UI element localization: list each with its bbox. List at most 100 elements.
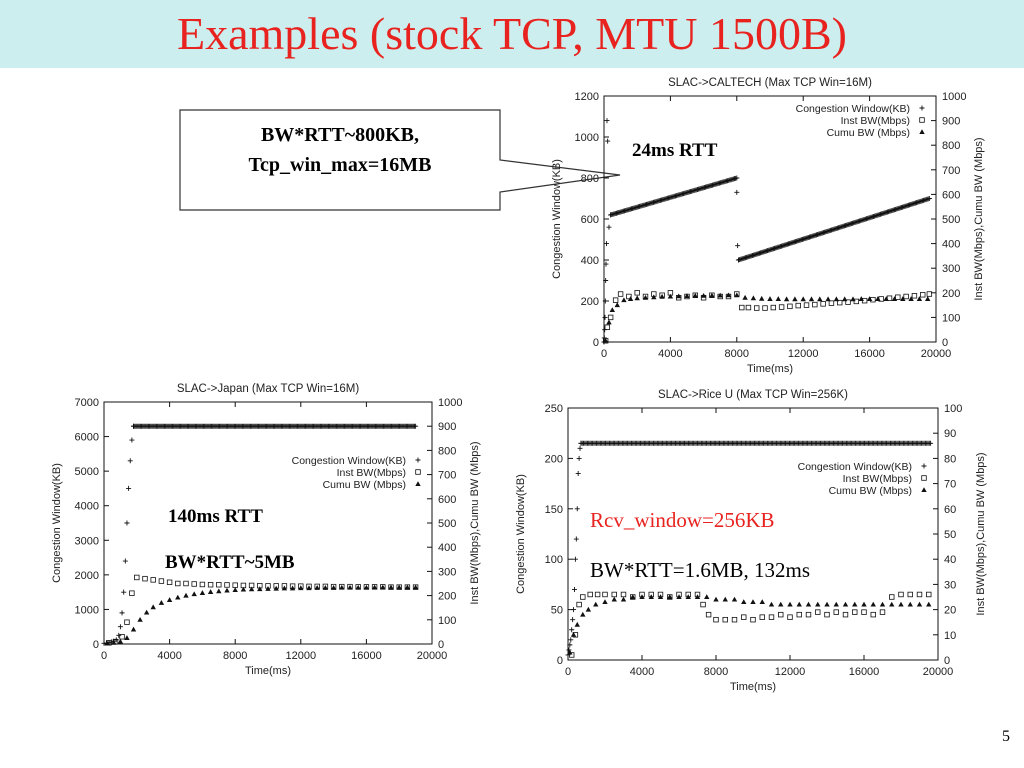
data-point <box>759 614 765 620</box>
y2-tick-label: 700 <box>438 470 456 482</box>
data-point <box>916 601 923 607</box>
y2-tick-label: 80 <box>944 453 956 465</box>
y2-tick-label: 800 <box>438 445 456 457</box>
data-point <box>731 596 738 602</box>
y2-tick-label: 900 <box>438 421 456 433</box>
y-tick-label: 3000 <box>75 535 99 547</box>
data-point <box>129 590 135 596</box>
title-bar <box>0 0 1024 68</box>
x-tick-label: 16000 <box>849 666 880 678</box>
x-axis-label: Time(ms) <box>730 681 776 693</box>
data-point <box>122 558 128 564</box>
data-point <box>620 591 627 598</box>
data-point <box>121 589 127 595</box>
data-point <box>722 596 728 602</box>
y-axis-label: Congestion Window(KB) <box>51 463 63 583</box>
data-point <box>413 423 419 429</box>
y-axis-label: Congestion Window(KB) <box>515 474 527 594</box>
data-point <box>861 601 867 607</box>
data-point <box>741 599 747 605</box>
data-point <box>404 584 411 590</box>
data-point <box>273 585 279 591</box>
callout-line-2: Tcp_win_max=16MB <box>248 154 432 176</box>
japan-rtt-label: 140ms RTT <box>168 506 263 527</box>
data-point <box>569 652 575 658</box>
data-point <box>837 299 843 306</box>
data-point <box>570 632 577 637</box>
data-point <box>224 582 230 588</box>
data-point <box>607 314 614 321</box>
y2-tick-label: 70 <box>944 479 956 491</box>
data-point <box>130 626 137 632</box>
data-point <box>815 601 821 607</box>
data-point <box>119 610 125 616</box>
data-point <box>567 649 573 655</box>
legend-entry: Inst BW(Mbps) <box>337 467 406 479</box>
data-point <box>722 616 728 623</box>
data-point <box>741 614 747 620</box>
data-point <box>800 296 806 302</box>
data-point <box>676 594 682 599</box>
y2-tick-label: 200 <box>438 591 456 603</box>
data-point <box>380 584 386 590</box>
legend-marker <box>921 463 927 469</box>
data-point <box>207 582 214 588</box>
legend-entry: Inst BW(Mbps) <box>841 115 910 127</box>
data-point <box>787 601 793 607</box>
legend-marker <box>919 129 925 134</box>
y-tick-label: 250 <box>545 403 563 415</box>
y2-tick-label: 500 <box>942 214 960 226</box>
data-point <box>570 617 576 623</box>
legend-entry: Congestion Window(KB) <box>796 103 910 115</box>
data-point <box>116 632 122 638</box>
y2-tick-label: 0 <box>944 655 950 667</box>
callout-text: BW*RTT~800KB, Tcp_win_max=16MB <box>180 120 500 180</box>
data-point <box>617 291 624 297</box>
data-point <box>620 596 627 602</box>
data-point <box>850 296 856 302</box>
data-point <box>704 594 710 599</box>
data-point <box>815 609 821 615</box>
rice-bwrtt-label: BW*RTT=1.6MB, 132ms <box>590 558 811 582</box>
y2-tick-label: 100 <box>944 403 962 415</box>
data-point <box>330 585 337 590</box>
data-point <box>825 296 831 302</box>
series-triangle <box>104 584 419 646</box>
data-point <box>828 300 835 306</box>
data-point <box>355 584 361 590</box>
data-point <box>676 293 682 299</box>
data-point <box>852 609 858 615</box>
data-point <box>787 303 793 310</box>
x-tick-label: 0 <box>565 666 571 678</box>
x-axis-label: Time(ms) <box>747 363 793 375</box>
y2-tick-label: 0 <box>942 337 948 349</box>
data-point <box>216 588 222 594</box>
legend-entry: Cumu BW (Mbps) <box>829 485 912 497</box>
data-point <box>808 296 815 302</box>
y2-tick-label: 700 <box>942 165 960 177</box>
legend-marker <box>921 487 927 492</box>
data-point <box>611 591 617 598</box>
data-point <box>322 585 329 590</box>
data-point <box>657 594 664 599</box>
data-point <box>602 314 608 320</box>
data-point <box>573 536 579 542</box>
data-point <box>916 591 923 598</box>
data-point <box>127 458 133 464</box>
page-number: 5 <box>1002 728 1010 745</box>
x-tick-label: 20000 <box>921 348 952 360</box>
y-tick-label: 1000 <box>575 132 599 144</box>
data-point <box>659 293 665 299</box>
series-square <box>106 574 419 646</box>
data-point <box>883 296 889 301</box>
data-point <box>593 601 599 607</box>
japan-bwrtt-label: BW*RTT~5MB <box>165 552 295 573</box>
chart-slac-japan: SLAC->Japan (Max TCP Win=16M)0 4000 8000 12… <box>51 383 481 677</box>
data-point <box>412 584 419 590</box>
data-point <box>767 296 773 301</box>
data-point <box>606 319 612 325</box>
x-tick-label: 8000 <box>725 348 749 360</box>
data-point <box>129 437 135 443</box>
y2-tick-label: 100 <box>942 312 960 324</box>
chart-title: SLAC->Japan (Max TCP Win=16M) <box>177 383 360 395</box>
